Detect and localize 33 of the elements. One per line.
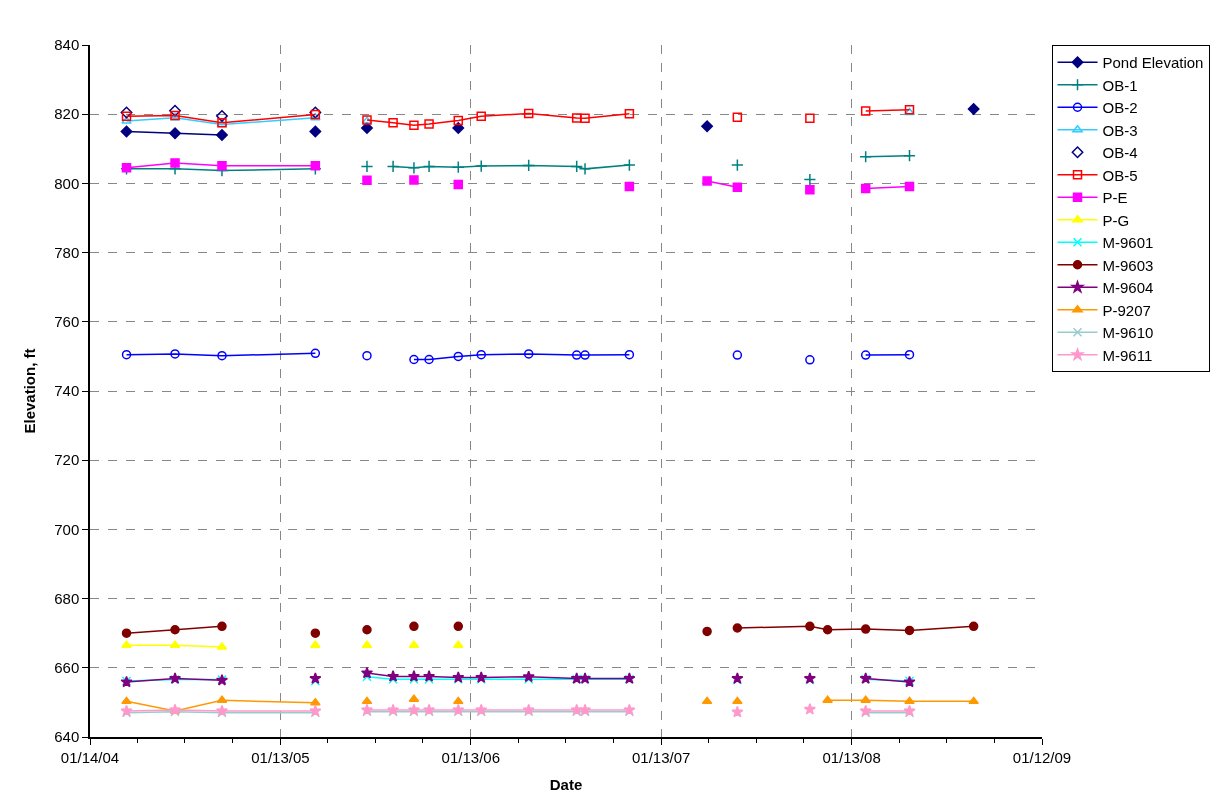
legend-label: OB-1: [1102, 76, 1138, 94]
legend-label: M-9604: [1102, 279, 1154, 297]
y-tick-label: 820: [54, 105, 80, 123]
legend-label: OB-3: [1102, 121, 1138, 139]
legend-label: OB-2: [1102, 99, 1138, 117]
legend-label: M-9601: [1102, 234, 1154, 252]
y-tick-label: 800: [54, 174, 80, 192]
legend-label: OB-5: [1102, 166, 1138, 184]
legend-label: OB-4: [1102, 144, 1138, 162]
x-tick-label: 01/13/07: [632, 748, 691, 766]
y-tick-label: 660: [54, 659, 80, 677]
x-tick-label: 01/13/08: [822, 748, 881, 766]
y-axis-title: Elevation, ft: [20, 348, 38, 434]
y-tick-label: 780: [54, 243, 80, 261]
y-tick-label: 700: [54, 520, 80, 538]
legend-label: P-E: [1102, 189, 1128, 207]
y-tick-label: 720: [54, 451, 80, 469]
y-tick-label: 840: [54, 36, 80, 54]
x-tick-label: 01/14/04: [60, 748, 120, 766]
legend-label: P-G: [1102, 211, 1130, 229]
x-tick-label: 01/12/09: [1012, 748, 1072, 766]
x-tick-label: 01/13/06: [441, 748, 500, 766]
y-tick-label: 760: [54, 313, 80, 331]
legend-label: M-9610: [1102, 324, 1154, 342]
legend-label: M-9611: [1102, 346, 1153, 364]
legend-label: P-9207: [1102, 301, 1151, 319]
legend-label: M-9603: [1102, 256, 1154, 274]
y-tick-label: 740: [54, 382, 80, 400]
y-tick-label: 640: [54, 728, 80, 746]
legend-label: Pond Elevation: [1102, 54, 1204, 72]
x-axis-title: Date: [549, 776, 583, 794]
y-tick-label: 680: [54, 589, 80, 607]
x-tick-label: 01/13/05: [251, 748, 310, 766]
